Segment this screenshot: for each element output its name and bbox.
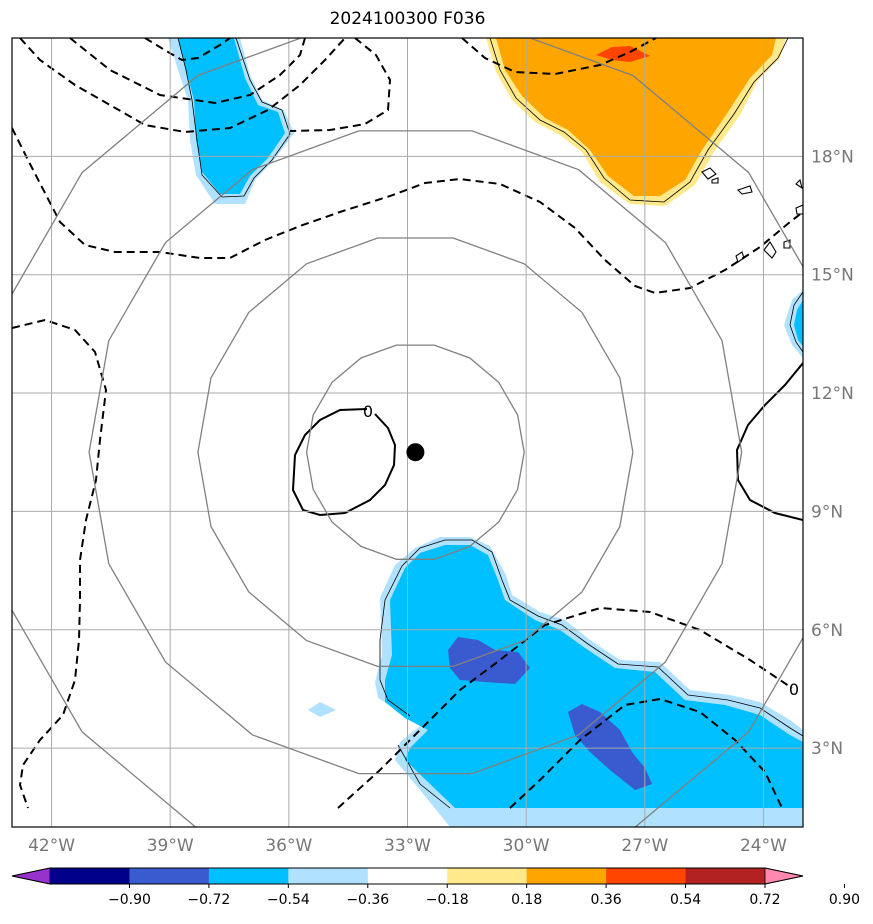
lon-tick-label-0: 42°W: [28, 836, 75, 856]
lon-tick-label-4: 30°W: [503, 836, 550, 856]
shade-orange-ne: [496, 38, 776, 196]
range-ring-0: [305, 344, 525, 560]
map-title: 2024100300 F036: [329, 9, 486, 29]
colorbar: −0.90 −0.72 −0.54 −0.36 −0.18 0.18 0.36 0.54 0.7…: [11, 867, 860, 908]
map-plot-area: 0 0: [12, 38, 803, 827]
storm-center-marker: [406, 443, 425, 462]
colorbar-extend-low: [11, 867, 51, 885]
contour-east: [735, 362, 803, 521]
colorbar-segment-7: [606, 868, 687, 884]
shade-light-blue-small: [308, 702, 336, 717]
lon-tick-label-5: 27°W: [621, 836, 668, 856]
colorbar-segment-6: [526, 868, 607, 884]
shade-cyan-south: [385, 545, 803, 808]
colorbar-segment-5: [447, 868, 528, 884]
lon-tick-label-6: 24°W: [740, 836, 787, 856]
colorbar-tick-label-9: 0.90: [829, 892, 860, 908]
colorbar-tick-label-8: 0.72: [749, 892, 780, 908]
contour-label-center: 0: [363, 402, 373, 421]
colorbar-segment-8: [685, 868, 766, 884]
shading-outlines: [177, 38, 803, 809]
colorbar-tick-label-6: 0.36: [591, 892, 622, 908]
colorbar-tick-label-5: 0.18: [511, 892, 542, 908]
colorbar-tick-label-3: −0.36: [346, 892, 389, 908]
lat-tick-label-2: 9°N: [811, 502, 843, 522]
shade-cyan-east: [794, 300, 803, 346]
colorbar-extend-high: [764, 867, 804, 885]
lat-tick-label-3: 12°N: [811, 384, 854, 404]
longitude-tick-labels: 42°W 39°W 36°W 33°W 30°W 27°W 24°W: [28, 836, 787, 856]
dashed-contours: [12, 38, 803, 809]
colorbar-tick-label-4: −0.18: [426, 892, 469, 908]
colorbar-segment-3: [288, 868, 369, 884]
shaded-anomaly-layer: [168, 38, 803, 827]
range-rings: [12, 38, 803, 827]
range-ring-2: [88, 130, 743, 775]
solid-contours: [291, 362, 803, 521]
small-contour-islands: [701, 167, 803, 263]
gridlines: [12, 38, 803, 827]
colorbar-tick-label-1: −0.72: [187, 892, 230, 908]
contour-labels: 0 0: [363, 402, 799, 699]
shade-dark-blue-south-1: [448, 637, 530, 684]
colorbar-segment-0: [50, 868, 130, 884]
latitude-tick-labels: 3°N 6°N 9°N 12°N 15°N 18°N: [811, 147, 854, 759]
colorbar-segment-4: [367, 868, 448, 884]
lon-tick-label-1: 39°W: [147, 836, 194, 856]
lon-tick-label-3: 33°W: [384, 836, 431, 856]
range-ring-3: [12, 38, 803, 827]
lon-tick-label-2: 36°W: [265, 836, 312, 856]
colorbar-tick-label-2: −0.54: [267, 892, 310, 908]
colorbar-segment-2: [208, 868, 289, 884]
shade-light-blue-east: [784, 290, 803, 358]
contour-loop-center: [291, 408, 397, 517]
lat-tick-label-0: 3°N: [811, 739, 843, 759]
map-frame: [11, 37, 804, 828]
lat-tick-label-5: 18°N: [811, 147, 854, 167]
colorbar-outline: [11, 867, 804, 885]
lat-tick-label-1: 6°N: [811, 621, 843, 641]
colorbar-tick-label-7: 0.54: [670, 892, 701, 908]
range-ring-1: [197, 237, 634, 668]
lat-tick-label-4: 15°N: [811, 266, 854, 286]
colorbar-segment-1: [129, 868, 210, 884]
contour-label-east: 0: [789, 680, 799, 699]
shade-cyan-nw: [178, 38, 285, 194]
colorbar-tick-label-0: −0.90: [108, 892, 151, 908]
